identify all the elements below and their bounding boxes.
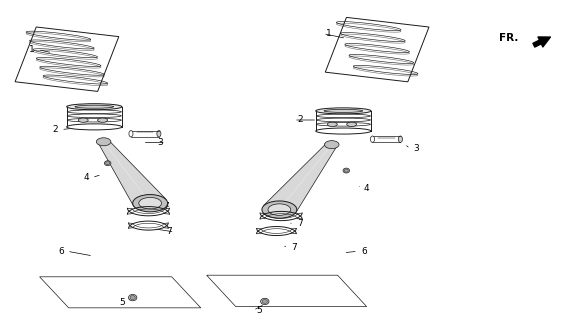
- Ellipse shape: [130, 296, 135, 300]
- Ellipse shape: [78, 118, 88, 122]
- Text: 3: 3: [413, 144, 419, 153]
- Ellipse shape: [67, 124, 122, 130]
- Ellipse shape: [325, 140, 339, 148]
- Ellipse shape: [315, 128, 371, 134]
- Ellipse shape: [343, 168, 350, 173]
- Ellipse shape: [157, 131, 161, 137]
- Ellipse shape: [261, 298, 269, 305]
- Ellipse shape: [347, 122, 357, 126]
- Text: 2: 2: [297, 116, 303, 124]
- Ellipse shape: [315, 108, 371, 114]
- Ellipse shape: [324, 109, 363, 112]
- Ellipse shape: [344, 169, 348, 172]
- Ellipse shape: [370, 136, 375, 142]
- Text: 2: 2: [52, 125, 58, 134]
- Text: 7: 7: [291, 244, 297, 252]
- Text: 4: 4: [83, 173, 89, 182]
- Ellipse shape: [104, 161, 111, 166]
- Ellipse shape: [133, 195, 168, 212]
- Text: 7: 7: [297, 220, 303, 228]
- Text: 6: 6: [58, 247, 64, 256]
- Polygon shape: [15, 27, 119, 92]
- Text: 4: 4: [364, 184, 370, 193]
- Polygon shape: [98, 140, 166, 207]
- Ellipse shape: [96, 138, 111, 146]
- Ellipse shape: [262, 201, 297, 218]
- Text: 3: 3: [157, 138, 163, 147]
- Polygon shape: [264, 143, 337, 213]
- Ellipse shape: [129, 131, 133, 137]
- Ellipse shape: [129, 294, 137, 301]
- Ellipse shape: [327, 122, 338, 126]
- Text: 7: 7: [166, 228, 172, 236]
- Ellipse shape: [399, 136, 403, 142]
- Ellipse shape: [75, 105, 113, 108]
- Ellipse shape: [98, 118, 108, 122]
- Text: 1: 1: [326, 29, 332, 38]
- Polygon shape: [325, 17, 429, 82]
- Text: 1: 1: [29, 45, 35, 54]
- FancyArrowPatch shape: [533, 37, 551, 47]
- Text: 6: 6: [361, 247, 367, 256]
- Ellipse shape: [67, 104, 122, 110]
- Ellipse shape: [262, 300, 267, 303]
- Ellipse shape: [106, 162, 109, 165]
- Ellipse shape: [268, 204, 291, 215]
- Text: 5: 5: [256, 306, 262, 315]
- Text: 5: 5: [119, 298, 125, 307]
- Text: FR.: FR.: [499, 33, 518, 44]
- Ellipse shape: [139, 197, 161, 209]
- Text: 7: 7: [163, 202, 169, 211]
